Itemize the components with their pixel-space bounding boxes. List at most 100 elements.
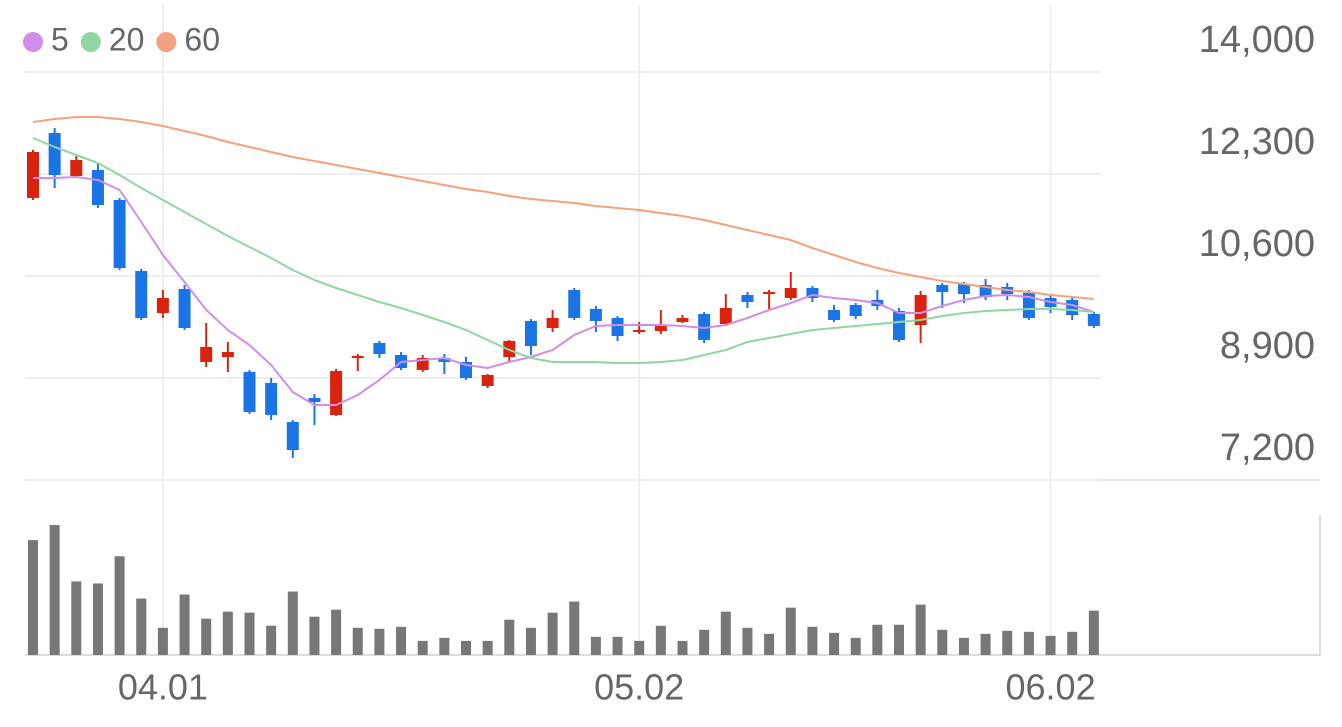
- candle-body: [481, 375, 494, 386]
- y-tick-label: 12,300: [1199, 121, 1315, 163]
- volume-bar: [569, 601, 580, 655]
- candle-body: [1022, 292, 1035, 318]
- volume-bar: [894, 624, 904, 655]
- volume-bar: [937, 629, 948, 655]
- volume-bar: [504, 619, 515, 655]
- volume-bar: [1045, 635, 1056, 655]
- candle-body: [741, 295, 754, 302]
- candle-body: [524, 321, 537, 347]
- volume-bar: [872, 624, 883, 655]
- ma-line: [32, 116, 1094, 300]
- x-tick-label: 04.01: [118, 667, 208, 708]
- volume-bar: [222, 611, 233, 655]
- volume-bar: [157, 627, 168, 655]
- volume-bar: [482, 640, 493, 655]
- volume-bar: [1023, 631, 1034, 655]
- candle-body: [893, 310, 905, 341]
- volume-bar: [309, 616, 320, 655]
- candle-body: [654, 325, 667, 332]
- candle-body: [70, 160, 83, 176]
- volume-bar: [179, 594, 190, 655]
- candle-body: [633, 330, 646, 332]
- legend-label: 20: [109, 21, 145, 57]
- candle-body: [178, 289, 191, 329]
- candle-body: [438, 358, 451, 362]
- volume-bar: [655, 625, 666, 655]
- ma-line: [32, 137, 1094, 364]
- y-tick-label: 14,000: [1199, 19, 1315, 61]
- candle-body: [1066, 300, 1079, 315]
- volume-bar: [742, 627, 753, 655]
- candle-body: [156, 298, 169, 314]
- volume-bar: [287, 591, 298, 655]
- candle-body: [849, 304, 862, 317]
- candle-body: [676, 318, 689, 323]
- candle-body: [914, 295, 927, 326]
- volume-bar: [634, 640, 645, 655]
- y-tick-label: 7,200: [1220, 427, 1315, 469]
- volume-bar: [352, 627, 363, 655]
- candle-body: [936, 285, 949, 293]
- candle-body: [200, 346, 213, 362]
- candle-body: [221, 352, 234, 357]
- candle-body: [784, 288, 797, 299]
- candle-body: [48, 133, 61, 176]
- volume-bar: [1088, 610, 1099, 655]
- candle-body: [589, 309, 602, 321]
- volume-bar: [525, 627, 536, 655]
- legend-swatch: [80, 32, 101, 52]
- volume-bar: [915, 604, 926, 655]
- candle-body: [373, 343, 386, 354]
- volume-bar: [49, 525, 60, 655]
- candle-body: [308, 397, 321, 402]
- candle-body: [1087, 313, 1100, 326]
- candle-body: [351, 355, 364, 359]
- volume-bar: [331, 609, 342, 655]
- candle-body: [957, 283, 970, 294]
- x-tick-label: 06.02: [1006, 667, 1096, 708]
- volume-bar: [417, 640, 428, 655]
- x-tick-label: 05.02: [594, 667, 684, 708]
- volume-bar: [374, 628, 385, 655]
- candle-body: [828, 310, 841, 320]
- volume-bar: [201, 618, 212, 655]
- volume-bar: [958, 637, 969, 655]
- volume-bar: [396, 626, 407, 655]
- volume-bar: [244, 612, 255, 655]
- legend-swatch: [156, 32, 177, 52]
- volume-bar: [850, 637, 861, 655]
- candle-body: [611, 318, 624, 336]
- volume-bar: [764, 633, 775, 655]
- candle-body: [806, 288, 819, 299]
- candle-body: [27, 151, 39, 198]
- candle-body: [763, 292, 776, 295]
- candle-body: [719, 307, 732, 324]
- volume-bar: [807, 626, 818, 655]
- volume-bar: [1002, 630, 1013, 655]
- volume-bar: [1067, 631, 1078, 655]
- volume-bar: [461, 640, 471, 655]
- candle-body: [91, 169, 104, 206]
- candle-body: [243, 372, 256, 413]
- volume-bar: [590, 636, 601, 655]
- volume-bar: [720, 611, 731, 655]
- volume-bar: [71, 581, 82, 655]
- volume-bar: [612, 636, 623, 655]
- candle-body: [135, 271, 148, 318]
- volume-bar: [266, 625, 277, 655]
- volume-bar: [980, 633, 991, 655]
- y-tick-label: 8,900: [1220, 325, 1315, 367]
- volume-bar: [785, 607, 796, 655]
- legend-label: 60: [184, 21, 220, 57]
- volume-bar: [677, 640, 688, 655]
- volume-bar: [439, 637, 450, 655]
- volume-bar: [547, 612, 558, 655]
- candle-body: [330, 370, 343, 416]
- volume-bar: [92, 583, 103, 655]
- volume-bar: [136, 598, 147, 655]
- candle-body: [546, 318, 559, 329]
- candle-body: [113, 199, 126, 269]
- volume-bar: [114, 556, 125, 655]
